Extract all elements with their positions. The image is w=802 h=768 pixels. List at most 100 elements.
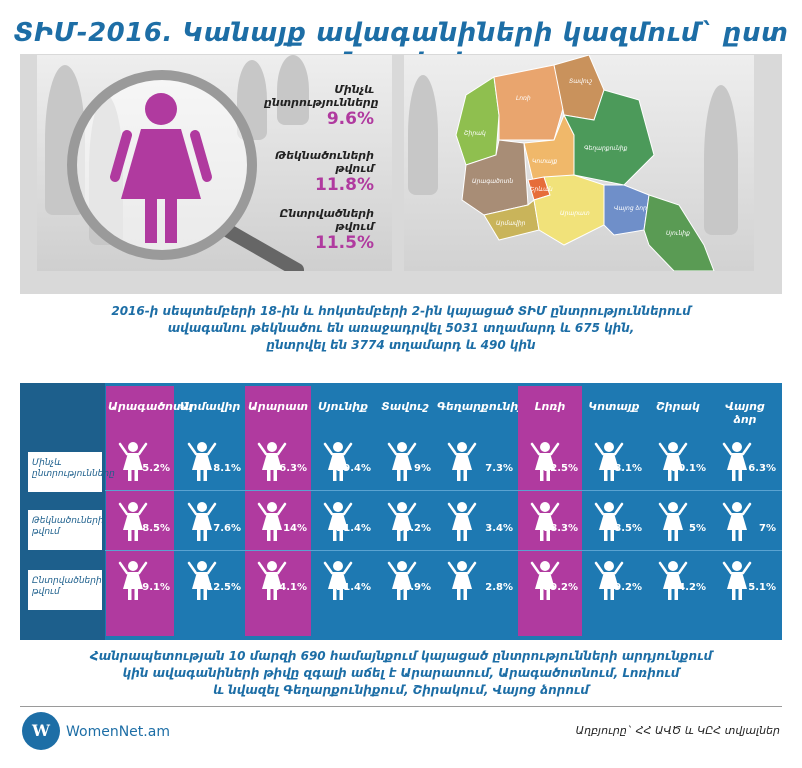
table-cell: 11.9% — [377, 553, 433, 609]
crowd-figure — [704, 85, 738, 235]
table-cell: 12.5% — [177, 553, 243, 609]
cell-value: 12.5% — [206, 582, 241, 593]
intro-line-3: ընտրվել են 3774 տղամարդ և 490 կին — [266, 338, 536, 352]
overall-candidates-value: 11.8% — [315, 175, 374, 195]
table-cell: 4.2% — [648, 553, 708, 609]
overall-before-label: Մինչև ընտրությունները — [264, 83, 379, 109]
conclusion-text: Հանրապետության 10 մարզի 690 համայնքում կ… — [80, 648, 722, 699]
map-label-ararat: Արարատ — [560, 210, 590, 217]
cell-value: 8.1% — [213, 463, 241, 474]
cell-value: 21.4% — [336, 523, 371, 534]
region-lori — [493, 64, 565, 141]
woman-icon — [187, 502, 217, 541]
map-label-aragatsotn: Արագածոտն — [472, 178, 513, 185]
woman-icon — [118, 561, 148, 600]
cell-value: 7.3% — [485, 463, 513, 474]
highlight-column — [245, 386, 311, 636]
cell-value: 9% — [414, 463, 431, 474]
cell-value: 2.8% — [485, 582, 513, 593]
map-label-kotayk: Կոտայք — [532, 158, 558, 165]
woman-icon — [118, 442, 148, 481]
cell-value: 5.2% — [142, 463, 170, 474]
table-cell: 14.1% — [247, 553, 309, 609]
crowd-figure — [408, 75, 438, 195]
row-divider — [105, 550, 782, 551]
column-header: Արմավիր — [179, 400, 241, 413]
cell-value: 14% — [283, 523, 307, 534]
column-header: Շիրակ — [656, 400, 700, 413]
cell-value: 9.1% — [142, 582, 170, 593]
column-header: Սյունիք — [317, 400, 369, 413]
table-cell: 9.2% — [584, 553, 644, 609]
woman-icon — [257, 561, 287, 600]
woman-icon — [530, 442, 560, 481]
overall-before-value: 9.6% — [326, 109, 374, 129]
woman-icon — [447, 561, 477, 600]
column-header: Արարատ — [247, 400, 308, 413]
table-cell: 19.4% — [313, 434, 373, 490]
womennet-logo: W — [22, 712, 60, 750]
table-cell: 9% — [377, 434, 433, 490]
cell-value: 8.1% — [614, 463, 642, 474]
column-header: Գեղարքունիք — [437, 400, 527, 413]
woman-icon — [187, 442, 217, 481]
column-header: Լոռի — [534, 400, 566, 413]
map-label-gegharkunik: Գեղարքունիք — [584, 145, 628, 152]
armenia-map: Լոռի Տավուշ Շիրակ Կոտայք Գեղարքունիք Արա… — [455, 55, 715, 271]
woman-icon — [594, 442, 624, 481]
table-cell: 7.3% — [437, 434, 515, 490]
column-header: Վայոց ձոր — [725, 400, 765, 426]
column-header: Տավուշ — [381, 400, 429, 413]
cell-value: 6.3% — [748, 463, 776, 474]
column-header: Արագածոտն — [108, 400, 193, 413]
conclusion-line-2: կին ավագանիների թիվը զգալի աճել է Արարատ… — [122, 666, 680, 680]
woman-icon — [387, 561, 417, 600]
cell-value: 18.3% — [543, 523, 578, 534]
cell-value: 14.1% — [272, 582, 307, 593]
cell-value: 10.1% — [671, 463, 706, 474]
overall-elected-value: 11.5% — [315, 233, 374, 253]
column-header: Կոտայք — [588, 400, 640, 413]
magnifier-panel: Մինչև ընտրությունները 9.6% Թեկնածուների … — [37, 55, 392, 271]
row-label-candidates: Թեկնածուների թվում — [28, 510, 104, 550]
woman-icon — [187, 561, 217, 600]
table-cell: 8.5% — [584, 494, 644, 550]
cell-value: 4.2% — [678, 582, 706, 593]
map-label-tavush: Տավուշ — [569, 78, 592, 85]
woman-icon — [658, 502, 688, 541]
cell-value: 5% — [689, 523, 706, 534]
cell-value: 19.2% — [543, 582, 578, 593]
table-cell: 8.5% — [108, 494, 172, 550]
map-label-yerevan: Երևան — [530, 186, 553, 193]
map-label-shirak: Շիրակ — [464, 130, 486, 137]
table-cell: 18.3% — [520, 494, 580, 550]
woman-icon — [257, 502, 287, 541]
conclusion-line-3: և նվազել Գեղարքունիքում, Շիրակում, Վայոց… — [213, 683, 589, 697]
cell-value: 7% — [759, 523, 776, 534]
table-cell: 8.1% — [584, 434, 644, 490]
intro-line-1: 2016-ի սեպտեմբերի 18-ին և հոկտեմբերի 2-ի… — [111, 304, 691, 318]
cell-value: 8.5% — [614, 523, 642, 534]
woman-icon — [530, 561, 560, 600]
woman-icon — [387, 502, 417, 541]
region-gegharkunik — [563, 89, 655, 186]
woman-icon — [118, 502, 148, 541]
map-label-armavir: Արմավիր — [496, 220, 526, 227]
woman-icon — [658, 442, 688, 481]
region-aragatsotn — [461, 139, 529, 216]
site-name: WomenNet.am — [66, 724, 170, 740]
cell-value: 12.5% — [543, 463, 578, 474]
overall-candidates-label: Թեկնածուների թվում — [275, 149, 374, 175]
map-label-lori: Լոռի — [516, 95, 531, 102]
woman-icon — [722, 502, 752, 541]
row-label-before: Մինչև ընտրությունները — [28, 452, 115, 492]
table-cell: 5.2% — [108, 434, 172, 490]
table-cell: 21.4% — [313, 494, 373, 550]
region-syunik — [643, 194, 715, 271]
cell-value: 19.4% — [336, 463, 371, 474]
conclusion-line-1: Հանրապետության 10 մարզի 690 համայնքում կ… — [89, 649, 713, 663]
source-note: Աղբյուրը` ՀՀ ԱՎԾ և ԿԸՀ տվյալներ — [575, 724, 780, 737]
table-cell: 9.1% — [108, 553, 172, 609]
woman-icon — [323, 561, 353, 600]
map-panel: Լոռի Տավուշ Շիրակ Կոտայք Գեղարքունիք Արա… — [404, 55, 754, 271]
